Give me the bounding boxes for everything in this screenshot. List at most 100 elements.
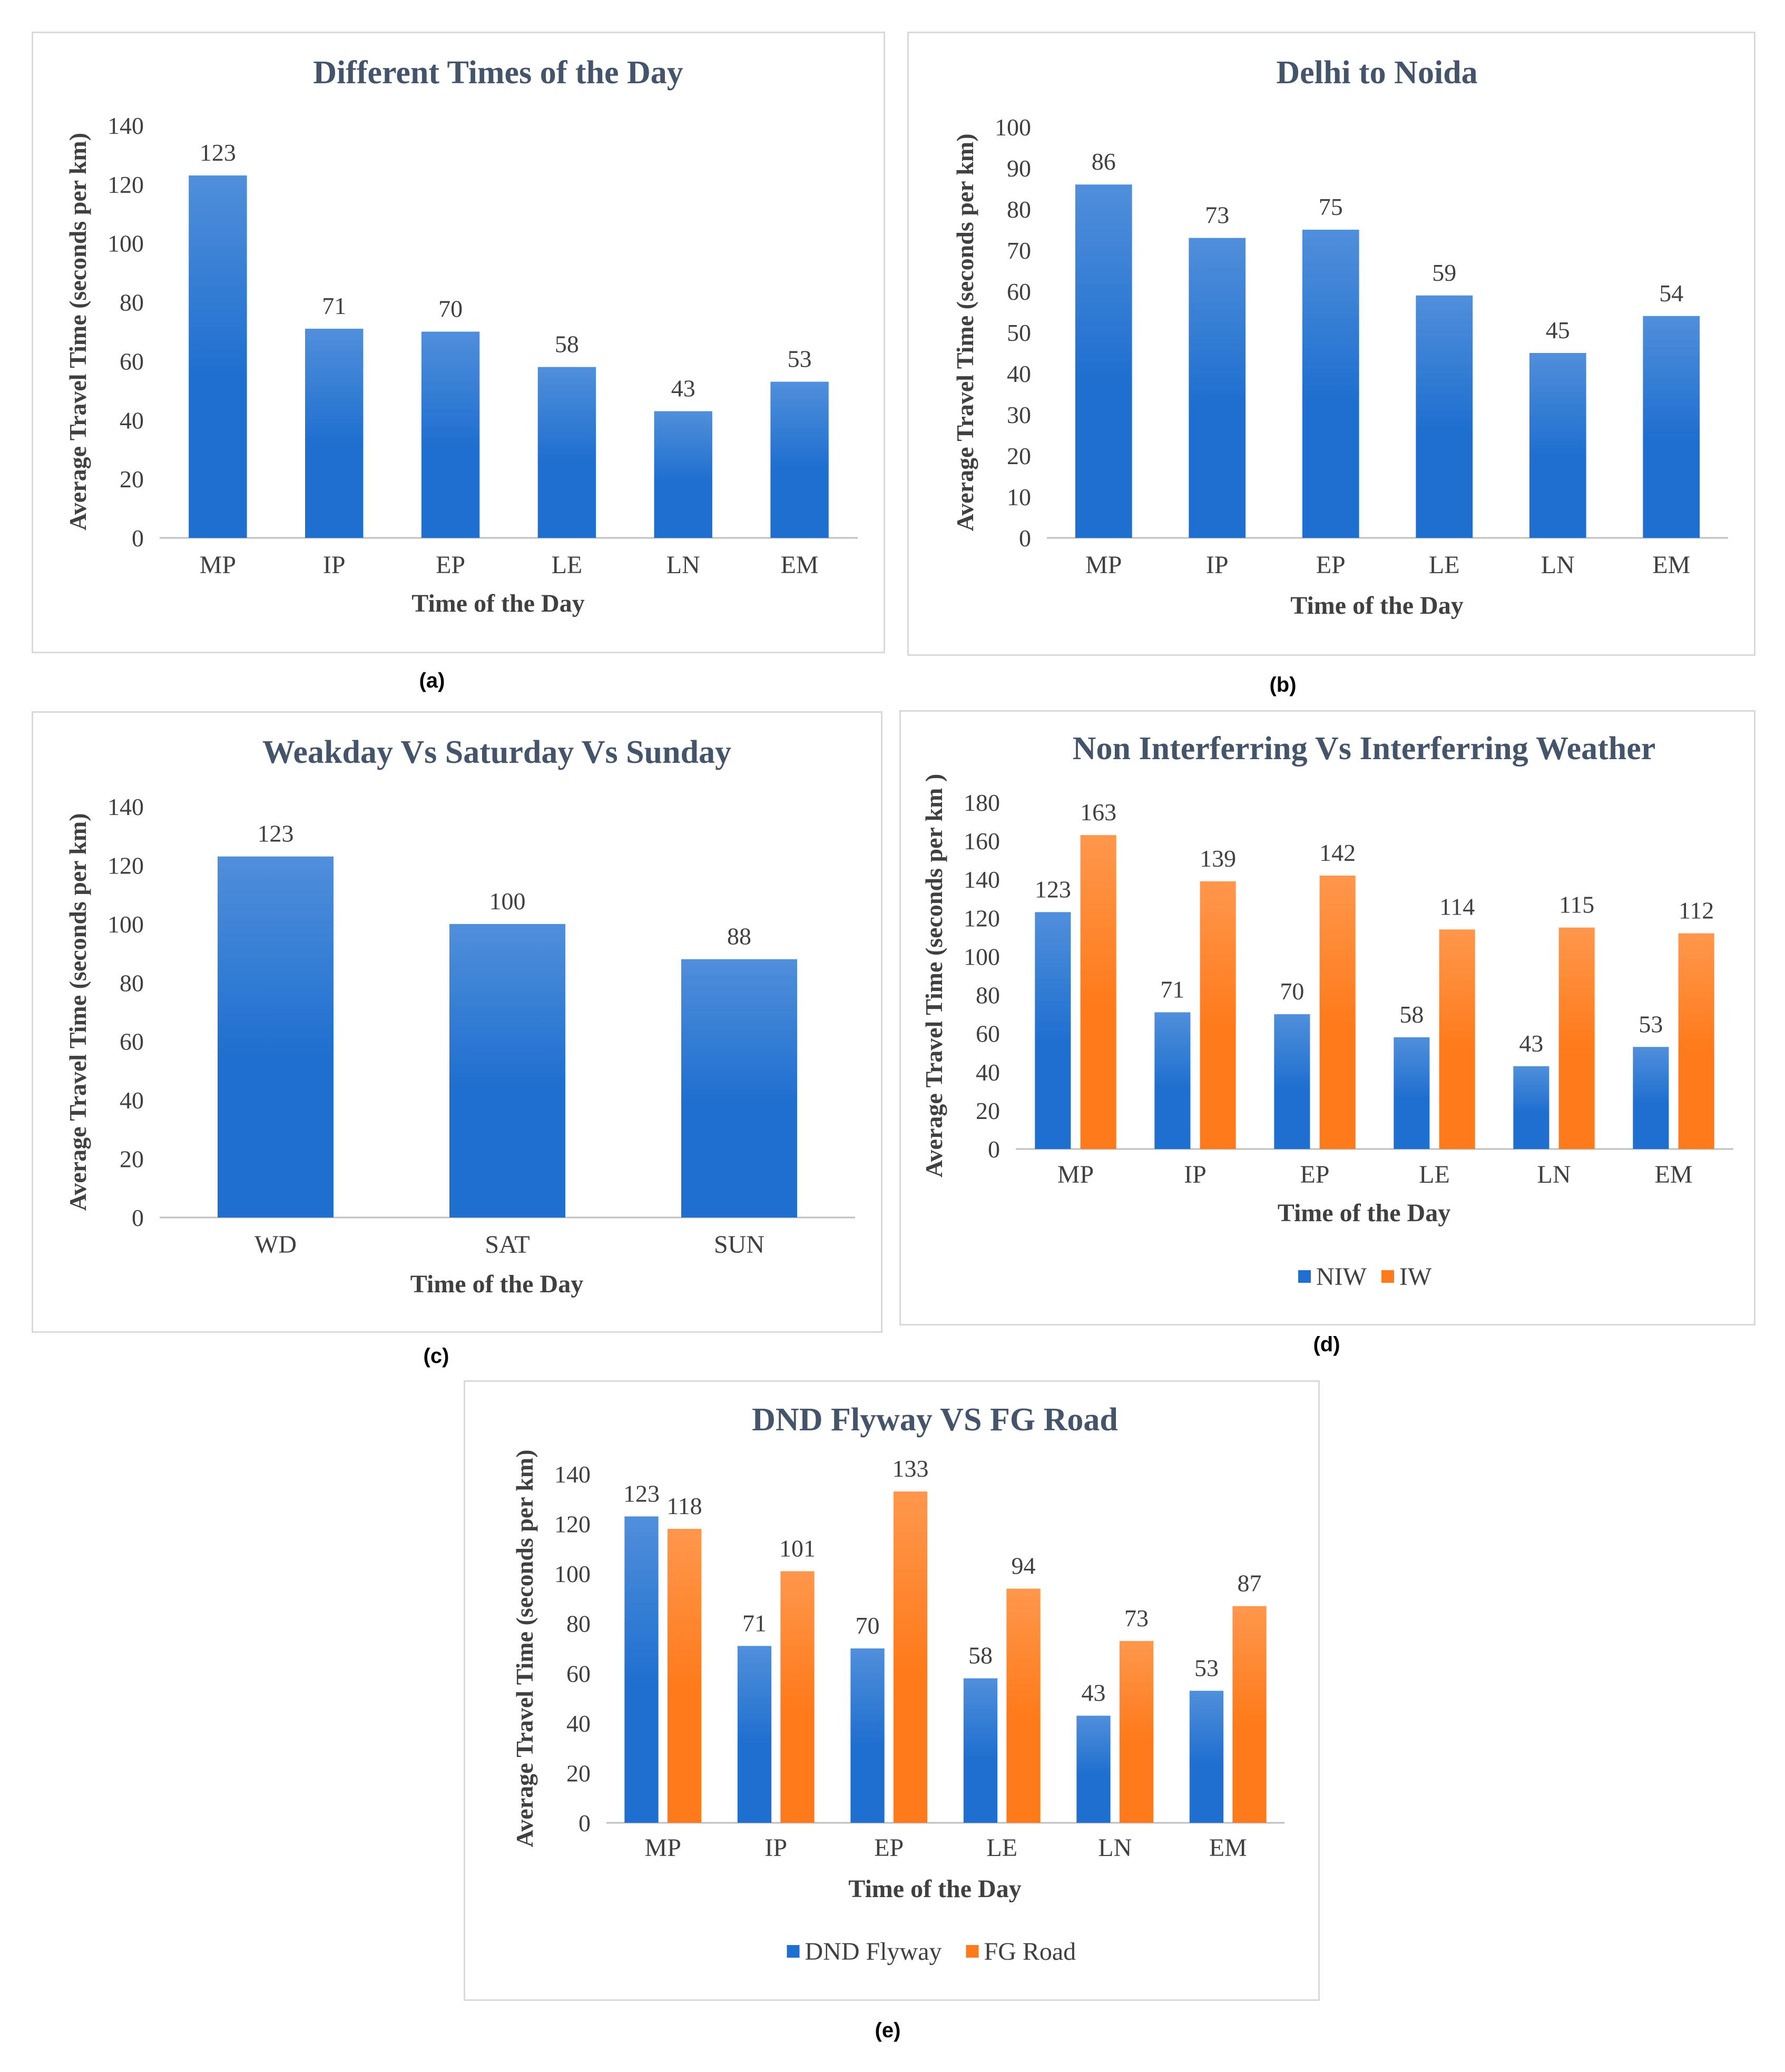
- x-tick-label: LN: [1098, 1834, 1132, 1862]
- chart-title: DND Flyway VS FG Road: [752, 1402, 1118, 1438]
- bar-fg-road: [1006, 1588, 1041, 1823]
- y-tick-label: 40: [566, 1710, 591, 1737]
- data-label: 43: [671, 375, 695, 402]
- y-tick-label: 20: [1007, 443, 1031, 469]
- x-tick-label: SAT: [485, 1231, 529, 1259]
- y-tick-label: 140: [964, 866, 1000, 893]
- y-tick-label: 50: [1007, 319, 1031, 346]
- y-tick-label: 100: [107, 911, 144, 938]
- bar-value: [537, 367, 596, 538]
- bar-dnd-flyway: [1076, 1715, 1111, 1823]
- y-tick-label: 40: [120, 407, 144, 434]
- bar-dnd-flyway: [624, 1516, 659, 1823]
- chart-title: Non Interferring Vs Interferring Weather: [1073, 731, 1656, 767]
- y-tick-label: 20: [566, 1760, 591, 1786]
- data-label: 118: [666, 1492, 702, 1519]
- x-tick-label: MP: [1085, 551, 1122, 579]
- y-axis-label: Average Travel Time (seconds per km): [64, 133, 91, 531]
- x-tick-label: LN: [1537, 1161, 1571, 1189]
- bar-value: [305, 328, 364, 538]
- legend-label: DND Flyway: [805, 1938, 942, 1966]
- caption-d: (d): [1313, 1333, 1340, 1356]
- chart-panel-d: Non Interferring Vs Interferring Weather…: [899, 710, 1755, 1325]
- data-label: 123: [1035, 876, 1071, 902]
- x-axis-label: Time of the Day: [411, 590, 584, 617]
- bar-value: [1302, 230, 1359, 538]
- data-label: 70: [438, 296, 463, 322]
- y-tick-label: 80: [976, 982, 1000, 1009]
- bar-value: [1529, 353, 1586, 538]
- x-tick-label: SUN: [714, 1231, 764, 1259]
- bar-value: [770, 381, 829, 538]
- chart-panel-e: DND Flyway VS FG Road 0 20 40 60 80 100 120 140 A…: [464, 1380, 1320, 2001]
- x-tick-label: EM: [1209, 1834, 1247, 1862]
- x-tick-label: EP: [874, 1834, 904, 1862]
- data-label: 94: [1012, 1553, 1036, 1579]
- y-tick-label: 0: [1019, 525, 1031, 552]
- data-label: 115: [1559, 891, 1594, 918]
- y-tick-label: 120: [107, 852, 144, 879]
- y-axis-label: Average Travel Time (seconds per km): [64, 813, 91, 1211]
- y-tick-label: 120: [107, 171, 144, 198]
- y-tick-label: 10: [1007, 484, 1031, 510]
- data-label: 59: [1432, 259, 1456, 286]
- bar-value: [1075, 184, 1132, 538]
- chart-d-svg: Non Interferring Vs Interferring Weather…: [920, 731, 1733, 1291]
- legend-label: FG Road: [984, 1938, 1076, 1966]
- bar-value: [218, 856, 334, 1217]
- y-tick-label: 90: [1007, 155, 1031, 182]
- bar-dnd-flyway: [737, 1646, 772, 1823]
- x-axis-label: Time of the Day: [410, 1270, 583, 1298]
- bar-niw: [1513, 1066, 1549, 1149]
- data-label: 73: [1205, 202, 1229, 229]
- bar-niw: [1274, 1014, 1310, 1149]
- bar-value: [1416, 295, 1473, 538]
- y-tick-label: 140: [107, 793, 144, 820]
- chart-b-svg: Delhi to Noida 0 10 20 30 40 50 60 70 80 90 100 Aver…: [952, 55, 1728, 620]
- data-label: 139: [1200, 845, 1236, 872]
- y-tick-label: 30: [1007, 401, 1031, 428]
- y-tick-label: 80: [1007, 196, 1031, 223]
- x-axis-label: Time of the Day: [1290, 592, 1463, 620]
- data-label: 70: [855, 1612, 879, 1639]
- data-label: 43: [1519, 1030, 1543, 1057]
- y-tick-label: 100: [964, 943, 1000, 970]
- data-label: 123: [200, 139, 236, 166]
- x-tick-label: MP: [1057, 1161, 1094, 1189]
- x-tick-label: IP: [1206, 551, 1229, 579]
- data-label: 43: [1081, 1680, 1105, 1706]
- y-tick-label: 80: [566, 1611, 591, 1637]
- data-label: 73: [1124, 1605, 1149, 1632]
- caption-e: (e): [875, 2019, 901, 2042]
- y-tick-label: 100: [995, 114, 1031, 141]
- x-tick-label: LE: [1419, 1161, 1450, 1189]
- bar-niw: [1394, 1037, 1430, 1149]
- data-label: 71: [1160, 976, 1184, 1003]
- legend-label: IW: [1399, 1263, 1432, 1291]
- bar-iw: [1200, 881, 1236, 1149]
- y-tick-label: 20: [120, 1146, 144, 1173]
- y-tick-label: 140: [107, 112, 144, 139]
- x-tick-label: EM: [781, 551, 819, 579]
- y-tick-label: 70: [1007, 237, 1031, 264]
- chart-panel-c: Weakday Vs Saturday Vs Sunday 0 20 40 60 80 10…: [32, 711, 882, 1333]
- x-tick-label: MP: [200, 551, 236, 579]
- chart-title: Delhi to Noida: [1276, 55, 1477, 91]
- x-tick-label: EP: [1300, 1161, 1329, 1189]
- y-tick-label: 80: [120, 289, 144, 316]
- bar-value: [1189, 238, 1246, 538]
- x-tick-label: EM: [1652, 551, 1690, 579]
- chart-panel-a: Different Times of the Day 0 20 40 60 80 100 12…: [32, 32, 885, 653]
- y-tick-label: 140: [554, 1461, 591, 1488]
- legend-swatch: [966, 1945, 979, 1958]
- x-tick-label: WD: [254, 1231, 297, 1259]
- bar-niw: [1035, 912, 1071, 1149]
- data-label: 70: [1280, 978, 1304, 1005]
- y-tick-label: 60: [120, 1028, 144, 1055]
- data-label: 86: [1092, 148, 1116, 175]
- y-tick-label: 0: [132, 1204, 144, 1231]
- y-tick-label: 80: [120, 969, 144, 996]
- data-label: 163: [1080, 799, 1116, 826]
- y-tick-label: 0: [988, 1136, 1000, 1163]
- data-label: 53: [1639, 1010, 1663, 1037]
